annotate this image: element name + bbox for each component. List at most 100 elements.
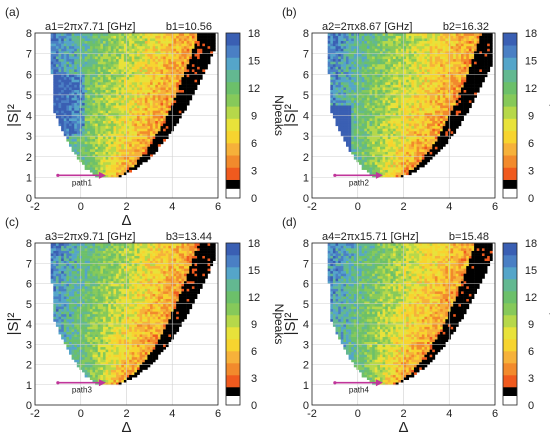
heatmap-cell bbox=[61, 112, 65, 116]
heatmap-cell bbox=[116, 123, 119, 127]
heatmap-cell bbox=[199, 76, 203, 80]
heatmap-cell bbox=[118, 56, 122, 60]
heatmap-cell bbox=[129, 149, 133, 152]
heatmap-cell bbox=[131, 156, 135, 160]
heatmap-cell bbox=[432, 87, 436, 91]
heatmap-cell bbox=[53, 107, 57, 111]
heatmap-cell bbox=[445, 133, 449, 137]
heatmap-cell bbox=[379, 61, 383, 65]
heatmap-cell bbox=[163, 58, 167, 62]
heatmap-cell bbox=[108, 138, 112, 142]
heatmap-cell bbox=[379, 143, 383, 147]
heatmap-cell bbox=[136, 123, 140, 127]
heatmap-cell bbox=[165, 63, 169, 67]
colorbar-segment bbox=[226, 33, 240, 46]
heatmap-cell bbox=[411, 138, 415, 142]
heatmap-cell bbox=[178, 66, 182, 70]
heatmap-cell bbox=[471, 63, 475, 67]
heatmap-cell bbox=[116, 110, 119, 114]
heatmap-cell bbox=[97, 133, 101, 137]
heatmap-cell bbox=[136, 159, 140, 163]
heatmap-cell bbox=[61, 48, 65, 52]
heatmap-cell bbox=[484, 74, 488, 78]
heatmap-cell bbox=[89, 156, 93, 160]
heatmap-cell bbox=[424, 141, 428, 145]
heatmap-cell bbox=[129, 141, 133, 145]
heatmap-cell bbox=[134, 89, 138, 93]
heatmap-cell bbox=[121, 167, 125, 170]
heatmap-cell bbox=[84, 69, 88, 72]
heatmap-cell bbox=[110, 38, 114, 42]
heatmap-cell bbox=[351, 105, 355, 109]
heatmap-cell bbox=[387, 149, 391, 152]
heatmap-cell bbox=[131, 61, 135, 65]
heatmap-cell bbox=[92, 100, 96, 103]
heatmap-cell bbox=[100, 133, 104, 137]
heatmap-cell bbox=[136, 66, 140, 70]
heatmap-cell bbox=[173, 66, 177, 70]
heatmap-cell bbox=[68, 105, 72, 109]
heatmap-cell bbox=[411, 159, 415, 163]
heatmap-cell bbox=[411, 136, 415, 140]
heatmap-cell bbox=[413, 107, 417, 111]
heatmap-cell bbox=[400, 63, 404, 67]
heatmap-cell bbox=[432, 141, 436, 145]
heatmap-cell bbox=[150, 102, 153, 106]
heatmap-cell bbox=[178, 51, 182, 54]
heatmap-cell bbox=[390, 146, 394, 150]
heatmap-cell bbox=[139, 105, 143, 109]
heatmap-cell bbox=[345, 138, 349, 142]
heatmap-cell bbox=[84, 123, 88, 127]
heatmap-cell bbox=[184, 43, 187, 47]
heatmap-cell bbox=[471, 92, 475, 96]
heatmap-cell bbox=[126, 76, 130, 80]
heatmap-cell bbox=[442, 105, 446, 109]
heatmap-cell bbox=[406, 115, 410, 119]
heatmap-cell bbox=[458, 110, 462, 114]
heatmap-cell bbox=[379, 164, 383, 168]
heatmap-cell bbox=[113, 56, 117, 60]
heatmap-cell bbox=[58, 45, 62, 49]
heatmap-cell bbox=[387, 100, 391, 103]
heatmap-cell bbox=[116, 169, 119, 173]
heatmap-cell bbox=[466, 97, 470, 101]
heatmap-cell bbox=[110, 110, 114, 114]
heatmap-cell bbox=[463, 76, 467, 80]
heatmap-cell bbox=[385, 84, 389, 88]
heatmap-cell bbox=[181, 87, 185, 91]
heatmap-cell bbox=[461, 61, 464, 65]
heatmap-cell bbox=[204, 43, 208, 47]
heatmap-cell bbox=[113, 115, 117, 119]
heatmap-cell bbox=[121, 143, 125, 147]
heatmap-cell bbox=[61, 53, 65, 57]
heatmap-cell bbox=[413, 94, 417, 98]
heatmap-cell bbox=[398, 123, 402, 127]
heatmap-cell bbox=[152, 40, 156, 44]
heatmap-cell bbox=[387, 169, 391, 173]
heatmap-cell bbox=[157, 58, 161, 62]
heatmap-cell bbox=[442, 128, 446, 132]
heatmap-cell bbox=[160, 130, 164, 134]
heatmap-cell bbox=[68, 81, 72, 85]
heatmap-cell bbox=[406, 53, 410, 57]
heatmap-cell bbox=[134, 141, 138, 145]
heatmap-cell bbox=[53, 79, 57, 83]
heatmap-cell bbox=[126, 97, 130, 101]
heatmap-cell bbox=[121, 38, 125, 42]
heatmap-cell bbox=[157, 48, 161, 52]
heatmap-cell bbox=[372, 100, 376, 103]
heatmap-cell bbox=[144, 141, 148, 145]
heatmap-cell bbox=[345, 69, 349, 72]
heatmap-cell bbox=[142, 35, 146, 39]
heatmap-cell bbox=[335, 56, 339, 60]
heatmap-cell bbox=[366, 161, 370, 165]
heatmap-cell bbox=[377, 63, 381, 67]
heatmap-cell bbox=[147, 69, 151, 72]
heatmap-cell bbox=[421, 94, 425, 98]
heatmap-cell bbox=[76, 141, 80, 145]
heatmap-cell bbox=[330, 110, 334, 114]
heatmap-cell bbox=[424, 151, 428, 155]
heatmap-cell bbox=[434, 112, 438, 116]
heatmap-cell bbox=[50, 63, 54, 67]
heatmap-cell bbox=[53, 63, 57, 67]
